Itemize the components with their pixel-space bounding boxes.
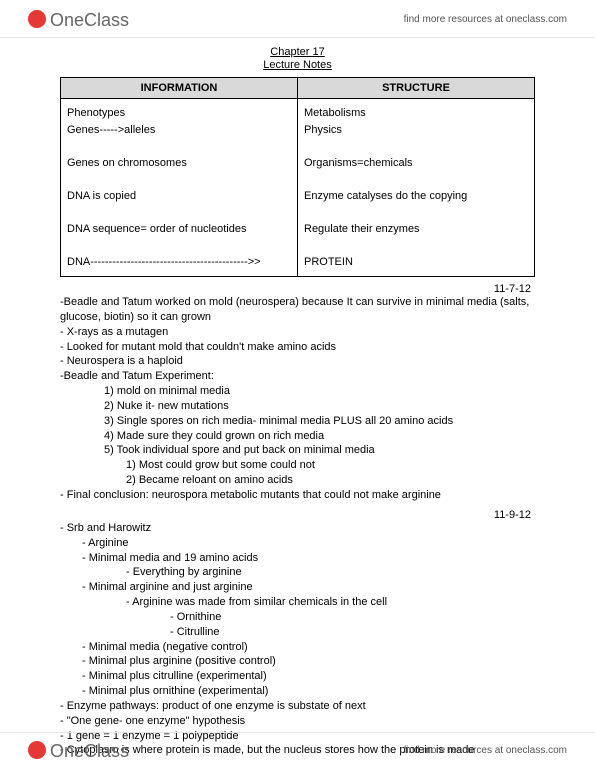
brand-logo-footer: OneClass [28, 739, 129, 762]
table-header-structure: STRUCTURE [298, 78, 535, 99]
chapter-title: Chapter 17 [60, 46, 535, 58]
note-line: -Beadle and Tatum worked on mold (neuros… [60, 295, 535, 325]
brand-logo: OneClass [28, 8, 129, 31]
note-line: - Minimal arginine and just arginine [82, 580, 535, 595]
note-line: - X-rays as a mutagen [60, 325, 535, 340]
note-line: - Minimal plus citrulline (experimental) [82, 669, 535, 684]
logo-text-one: One [50, 10, 84, 31]
note-line: 2) Nuke it- new mutations [104, 399, 535, 414]
information-cell-text: Phenotypes Genes----->alleles Genes on c… [67, 105, 291, 270]
note-line: - "One gene- one enzyme" hypothesis [60, 714, 535, 729]
logo-text-one: One [50, 741, 84, 762]
note-line: - Minimal media (negative control) [82, 640, 535, 655]
note-line: - Everything by arginine [126, 565, 535, 580]
logo-text-class: Class [84, 10, 129, 31]
note-line: 1) mold on minimal media [104, 384, 535, 399]
notes-section-2: - Srb and Harowitz- Arginine- Minimal me… [60, 521, 535, 759]
note-line: 2) Became reloant on amino acids [126, 473, 535, 488]
page-footer: OneClass find more resources at oneclass… [0, 732, 595, 770]
note-line: - Ornithine [170, 610, 535, 625]
structure-cell-text: Metabolisms Physics Organisms=chemicals … [304, 105, 528, 270]
note-line: - Enzyme pathways: product of one enzyme… [60, 699, 535, 714]
header-resource-link[interactable]: find more resources at oneclass.com [404, 14, 567, 25]
document-content: Chapter 17 Lecture Notes INFORMATION STR… [0, 38, 595, 758]
lecture-notes-subtitle: Lecture Notes [60, 59, 535, 71]
table-header-information: INFORMATION [61, 78, 298, 99]
date-label-2: 11-9-12 [60, 509, 535, 521]
note-line: - Minimal plus arginine (positive contro… [82, 654, 535, 669]
note-line: - Minimal media and 19 amino acids [82, 551, 535, 566]
note-line: 5) Took individual spore and put back on… [104, 443, 535, 458]
note-line: - Arginine was made from similar chemica… [126, 595, 535, 610]
table-cell-structure: Metabolisms Physics Organisms=chemicals … [298, 99, 535, 277]
note-line: - Citrulline [170, 625, 535, 640]
logo-icon [28, 10, 46, 28]
page-header: OneClass find more resources at oneclass… [0, 0, 595, 38]
note-line: - Minimal plus ornithine (experimental) [82, 684, 535, 699]
info-structure-table: INFORMATION STRUCTURE Phenotypes Genes--… [60, 77, 535, 277]
note-line: - Final conclusion: neurospora metabolic… [60, 488, 535, 503]
logo-text-class: Class [84, 741, 129, 762]
logo-icon [28, 741, 46, 759]
note-line: -Beadle and Tatum Experiment: [60, 369, 535, 384]
note-line: 1) Most could grow but some could not [126, 458, 535, 473]
table-cell-information: Phenotypes Genes----->alleles Genes on c… [61, 99, 298, 277]
notes-section-1: -Beadle and Tatum worked on mold (neuros… [60, 295, 535, 503]
note-line: - Looked for mutant mold that couldn't m… [60, 340, 535, 355]
note-line: - Srb and Harowitz [60, 521, 535, 536]
note-line: 3) Single spores on rich media- minimal … [104, 414, 535, 429]
note-line: - Neurospera is a haploid [60, 354, 535, 369]
footer-resource-link[interactable]: find more resources at oneclass.com [404, 745, 567, 756]
note-line: 4) Made sure they could grown on rich me… [104, 429, 535, 444]
note-line: - Arginine [82, 536, 535, 551]
date-label-1: 11-7-12 [60, 283, 535, 295]
